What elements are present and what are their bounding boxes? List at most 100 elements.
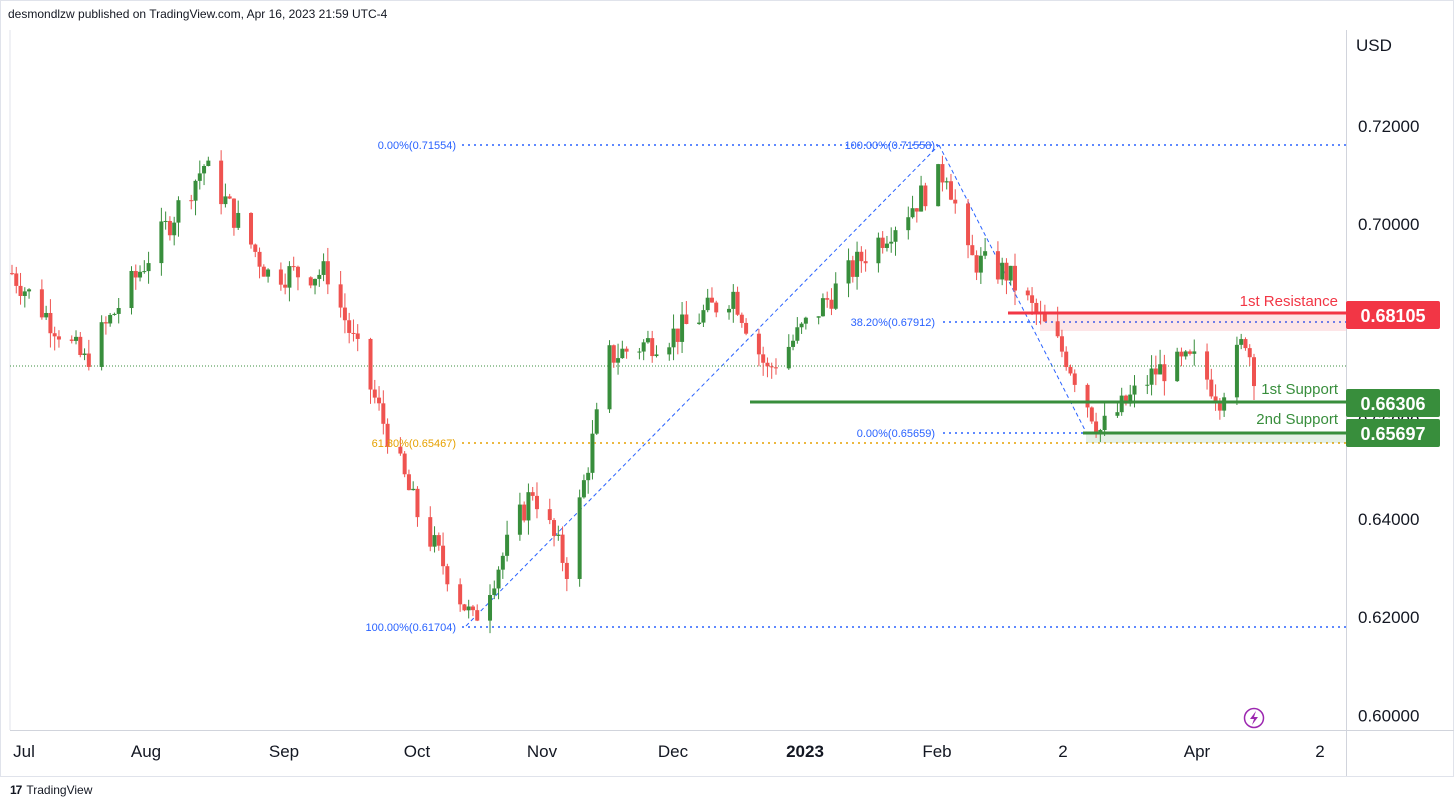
- candle: [547, 498, 552, 525]
- candle: [880, 231, 885, 254]
- tradingview-logo-icon: 17: [10, 783, 22, 797]
- candle: [1064, 346, 1069, 371]
- candle: [855, 241, 860, 290]
- candle: [607, 340, 612, 413]
- candle: [287, 261, 292, 302]
- candle: [377, 386, 382, 411]
- footer-brand-text: TradingView: [26, 783, 93, 797]
- candle: [470, 604, 475, 617]
- candle: [1183, 349, 1188, 360]
- candle: [142, 260, 147, 274]
- candle: [1149, 355, 1154, 396]
- candle: [1085, 383, 1090, 418]
- candle: [744, 318, 749, 336]
- candle: [1205, 343, 1210, 390]
- candle: [611, 344, 616, 368]
- candle: [385, 418, 390, 454]
- candle: [398, 437, 403, 456]
- support-zone: [1086, 433, 1346, 443]
- fib-trendlines: [465, 144, 1088, 627]
- candle: [889, 227, 894, 253]
- support-1-label: 1st Support: [1261, 381, 1339, 398]
- support-1-price-badge: [1346, 389, 1440, 417]
- candle: [1072, 369, 1077, 393]
- candle: [129, 266, 134, 315]
- candle: [876, 232, 881, 273]
- fib-label-0: 0.00%(0.65659): [857, 428, 935, 440]
- candle: [791, 334, 796, 351]
- candle: [983, 238, 988, 260]
- candle: [1247, 344, 1252, 366]
- candle: [1187, 349, 1192, 356]
- x-tick-label: 2: [1058, 742, 1067, 761]
- y-tick-label: 0.72000: [1358, 117, 1419, 136]
- candle: [22, 287, 27, 308]
- x-tick-label: Sep: [269, 742, 299, 761]
- candle: [411, 481, 416, 491]
- candle: [236, 200, 241, 230]
- candle: [231, 198, 236, 236]
- y-tick-label: 0.60000: [1358, 706, 1419, 725]
- candle: [641, 339, 646, 361]
- candle: [863, 249, 868, 272]
- candle: [1008, 265, 1013, 286]
- candle: [701, 304, 706, 327]
- candle: [581, 474, 586, 499]
- candle: [402, 451, 407, 478]
- candle: [1068, 364, 1073, 376]
- candle: [146, 251, 151, 284]
- candle: [1123, 394, 1128, 406]
- candle: [99, 315, 104, 371]
- candle: [48, 299, 53, 348]
- candle: [253, 243, 258, 258]
- candle: [846, 248, 851, 298]
- candle: [492, 580, 497, 600]
- candle: [441, 532, 446, 575]
- candle: [372, 379, 377, 404]
- candle: [936, 163, 941, 207]
- candle: [910, 195, 915, 219]
- candle: [406, 469, 411, 491]
- candle: [308, 276, 313, 289]
- candle: [475, 604, 480, 622]
- candle: [56, 330, 61, 348]
- candle: [919, 175, 924, 212]
- candle: [116, 297, 121, 324]
- candle: [108, 312, 113, 327]
- candle: [995, 241, 1000, 284]
- candle: [680, 301, 685, 353]
- candle: [974, 250, 979, 281]
- candle: [923, 182, 928, 211]
- candle: [552, 518, 557, 547]
- publisher-header: desmondlzw published on TradingView.com,…: [8, 7, 388, 21]
- candle: [249, 212, 254, 249]
- candle: [624, 346, 629, 359]
- candle: [727, 305, 732, 320]
- candle: [103, 316, 108, 335]
- candle: [1243, 337, 1248, 351]
- x-tick-label: Aug: [131, 742, 161, 761]
- candle: [564, 557, 569, 592]
- candle: [189, 194, 194, 210]
- candle: [1234, 336, 1239, 405]
- candle: [705, 288, 710, 313]
- candle: [1000, 257, 1005, 286]
- candle: [714, 300, 719, 318]
- lightning-icon[interactable]: [1243, 707, 1265, 729]
- candle: [735, 286, 740, 316]
- candle: [159, 207, 164, 276]
- candle: [317, 269, 322, 287]
- candle: [799, 322, 804, 334]
- candle: [197, 160, 202, 190]
- candle: [283, 273, 288, 295]
- candle: [500, 552, 505, 579]
- candle: [1162, 354, 1167, 396]
- candle: [321, 253, 326, 282]
- candle: [697, 313, 702, 325]
- candle: [78, 331, 83, 358]
- candle: [1102, 401, 1107, 436]
- candle: [850, 255, 855, 283]
- candle: [466, 599, 471, 619]
- candle: [172, 216, 177, 246]
- candle: [906, 206, 911, 240]
